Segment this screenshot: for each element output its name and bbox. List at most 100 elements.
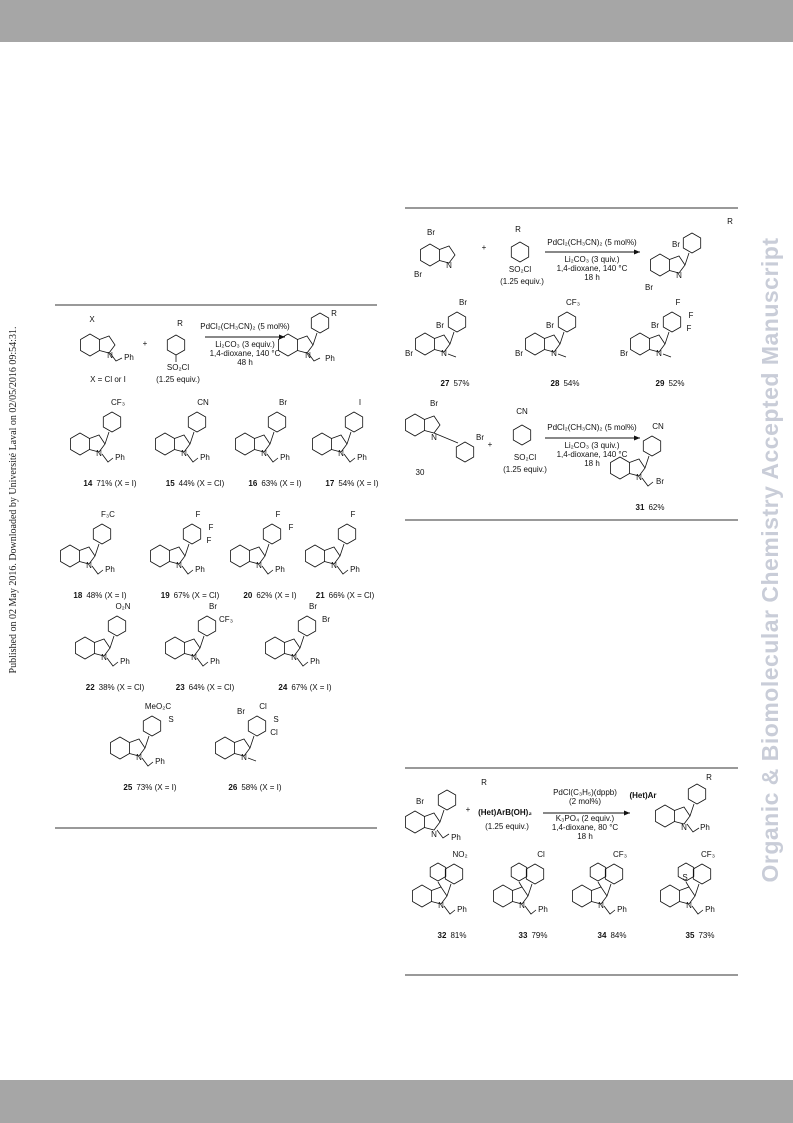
compound-yield: 71% (X = I) xyxy=(96,479,137,488)
label: (2 mol%) xyxy=(569,797,601,806)
label: Br xyxy=(436,321,444,330)
bond xyxy=(597,881,602,888)
compound-number: 19 xyxy=(161,591,170,600)
bond xyxy=(261,565,274,575)
compound-yield: 62% (X = I) xyxy=(256,591,297,600)
bond xyxy=(436,829,450,839)
compound-caption: 21 66% (X = Cl) xyxy=(316,591,375,600)
label: NO₂ xyxy=(452,850,467,859)
ring xyxy=(70,432,90,456)
watermark: Organic & Biomolecular Chemistry Accepte… xyxy=(757,237,783,882)
label: N xyxy=(241,753,247,762)
header-bar xyxy=(0,0,793,42)
label: 1,4-dioxane, 80 °C xyxy=(552,823,619,832)
label: F₃C xyxy=(101,510,115,519)
compound-caption: 22 38% (X = Cl) xyxy=(86,683,145,692)
compound-yield: 52% xyxy=(668,379,684,388)
label: Ph xyxy=(120,657,130,666)
ring xyxy=(166,334,186,356)
bond xyxy=(684,252,690,266)
ring xyxy=(75,636,95,660)
ring xyxy=(660,884,680,908)
pyrrole xyxy=(424,812,441,831)
label: S xyxy=(168,715,173,724)
compound-yield: 38% (X = Cl) xyxy=(99,683,145,692)
label: PdCl₂(CH₃CN)₂ (5 mol%) xyxy=(547,238,637,247)
ring xyxy=(155,432,175,456)
label: Ph xyxy=(280,453,290,462)
ring xyxy=(572,884,592,908)
label: X xyxy=(89,315,95,324)
bond xyxy=(686,823,700,833)
label: N xyxy=(136,753,142,762)
label: Cl xyxy=(270,728,278,737)
label: Br xyxy=(209,602,217,611)
bond xyxy=(346,431,352,445)
label: R xyxy=(177,319,183,328)
compound-caption: 33 79% xyxy=(519,931,548,940)
label: Cl xyxy=(537,850,545,859)
label: SO₂Cl xyxy=(514,453,536,462)
label: + xyxy=(482,243,487,252)
compound-caption: 27 57% xyxy=(441,379,470,388)
bond xyxy=(141,757,154,767)
label: Br xyxy=(322,615,330,624)
label: N xyxy=(519,901,525,910)
label: Ph xyxy=(617,905,627,914)
label: + xyxy=(143,339,148,348)
label: CF₃ xyxy=(566,298,580,307)
label: N xyxy=(107,351,113,360)
compound-caption: 34 84% xyxy=(598,931,627,940)
bond xyxy=(449,331,455,345)
compound-caption: 18 48% (X = I) xyxy=(73,591,126,600)
ring xyxy=(235,432,255,456)
bond xyxy=(199,635,205,649)
compound-number: 28 xyxy=(551,379,560,388)
label: N xyxy=(96,449,102,458)
label: N xyxy=(598,901,604,910)
bond xyxy=(312,332,318,346)
label: Ph xyxy=(275,565,285,574)
ring xyxy=(677,862,695,882)
label: Ph xyxy=(115,453,125,462)
label: PdCl₂(CH₃CN)₂ (5 mol%) xyxy=(547,423,637,432)
ring xyxy=(107,615,127,637)
label: R xyxy=(331,309,337,318)
bond xyxy=(247,757,257,762)
ring xyxy=(262,523,282,545)
label: F xyxy=(687,324,692,333)
label: R xyxy=(706,773,712,782)
ring xyxy=(415,332,435,356)
label: Li₂CO₃ (3 quiv.) xyxy=(564,441,619,450)
ring xyxy=(142,715,162,737)
compound-caption: 17 54% (X = I) xyxy=(325,479,378,488)
label: (Het)ArB(OH)₂ xyxy=(478,808,532,817)
compound-number: 25 xyxy=(123,783,132,792)
ring xyxy=(650,253,670,277)
label: CF₃ xyxy=(701,850,715,859)
label: Li₂CO₃ (3 quiv.) xyxy=(564,255,619,264)
bond xyxy=(336,565,349,575)
compound-number: 16 xyxy=(248,479,257,488)
compound-yield: 67% (X = Cl) xyxy=(174,591,220,600)
ring xyxy=(305,544,325,568)
label: N xyxy=(656,349,662,358)
label: (1.25 equiv.) xyxy=(503,465,547,474)
label: Ph xyxy=(210,657,220,666)
published-note: Published on 02 May 2016. Downloaded by … xyxy=(8,327,19,674)
label: Br xyxy=(651,321,659,330)
label: (1.25 equiv.) xyxy=(156,375,200,384)
label: Ph xyxy=(155,757,165,766)
label: F xyxy=(196,510,201,519)
ring xyxy=(525,332,545,356)
label: Ph xyxy=(700,823,710,832)
ring xyxy=(80,333,100,357)
compound-yield: 73% (X = I) xyxy=(136,783,177,792)
label: Br xyxy=(546,321,554,330)
label: Br xyxy=(672,240,680,249)
ring xyxy=(447,311,467,333)
ring xyxy=(267,411,287,433)
bond xyxy=(559,331,565,345)
label: N xyxy=(686,901,692,910)
